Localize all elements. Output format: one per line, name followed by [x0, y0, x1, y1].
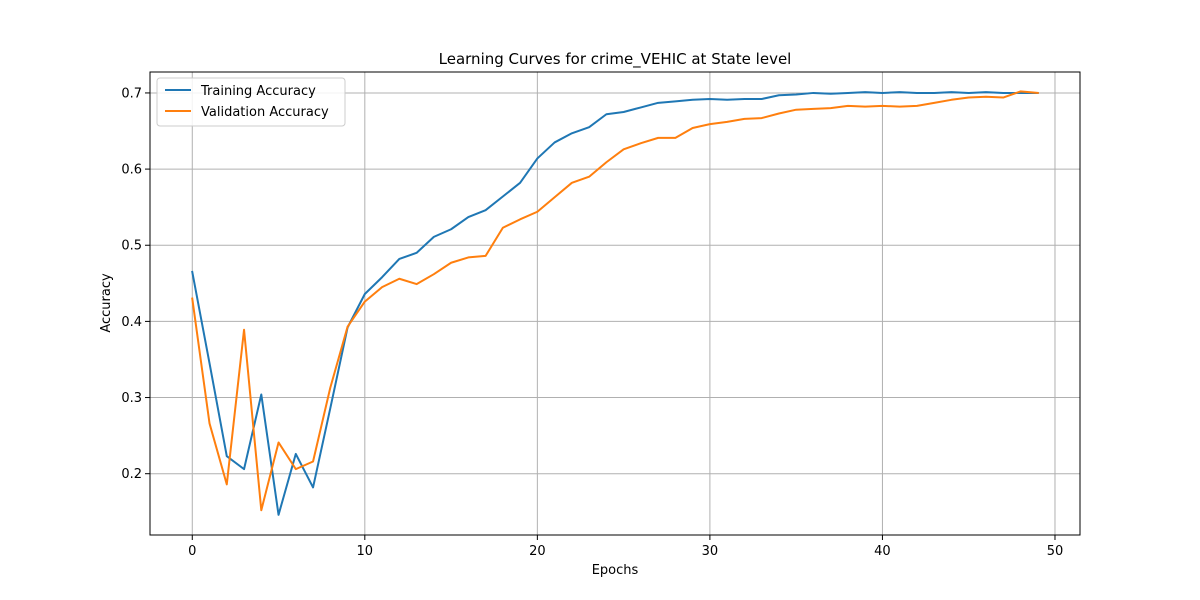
grid	[150, 72, 1080, 535]
y-tick-label: 0.7	[121, 86, 142, 101]
chart-title: Learning Curves for crime_VEHIC at State…	[439, 50, 792, 69]
x-tick-label: 20	[529, 544, 546, 559]
y-tick-label: 0.3	[121, 391, 142, 406]
legend-label-training: Training Accuracy	[200, 84, 316, 99]
x-tick-label: 40	[874, 544, 891, 559]
y-tick-label: 0.4	[121, 315, 142, 330]
x-tick-label: 30	[702, 544, 719, 559]
y-tick-label: 0.2	[121, 467, 142, 482]
x-tick-label: 10	[357, 544, 374, 559]
axis-ticks: 0 10 20 30 40 50 0.2 0.3 0.4 0.5 0.6 0.7	[121, 86, 1063, 559]
plot-frame	[149, 71, 1081, 536]
legend-box	[156, 77, 346, 127]
legend: Training Accuracy Validation Accuracy	[156, 77, 346, 127]
y-tick-label: 0.5	[121, 239, 142, 254]
x-tick-label: 50	[1047, 544, 1064, 559]
x-tick-label: 0	[188, 544, 196, 559]
validation-accuracy-line	[191, 90, 1039, 512]
x-axis-label: Epochs	[592, 563, 639, 578]
legend-label-validation: Validation Accuracy	[201, 105, 329, 120]
y-axis-label: Accuracy	[99, 273, 114, 333]
series-lines	[191, 90, 1039, 516]
y-tick-label: 0.6	[121, 163, 142, 178]
training-accuracy-line	[191, 91, 1039, 516]
